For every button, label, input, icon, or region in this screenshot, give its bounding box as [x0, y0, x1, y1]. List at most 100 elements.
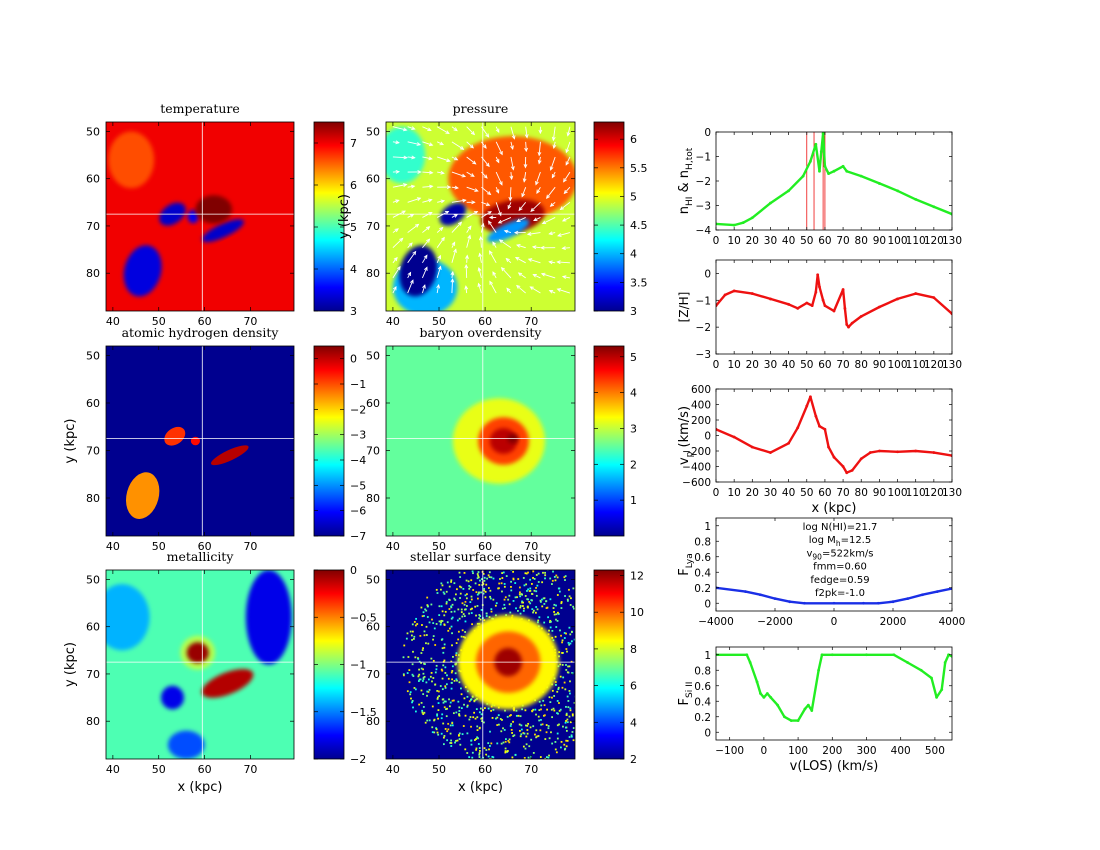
velocity-profile-series-line	[716, 395, 952, 474]
nhi-profile-xtick-label: 10	[727, 235, 740, 247]
velocity-profile-data-point	[814, 414, 818, 418]
nhi-profile-data-point	[750, 216, 754, 220]
nhi-profile-ytick-label: −1	[696, 152, 711, 164]
temperature-region-4	[195, 195, 233, 224]
metallicity-profile-data-point	[859, 315, 863, 318]
metallicity-profile-data-point	[877, 305, 881, 309]
siii-flux-ytick-label: 0.8	[694, 665, 711, 677]
lya-flux-series-line	[716, 586, 952, 605]
atomic-hydrogen-density-ytick-label: 60	[86, 397, 100, 410]
metallicity-panel: 40 50 60 70 50 60 70 80 metallicity x (kpc) y (kpc…	[63, 549, 377, 795]
metallicity-profile-data-point	[832, 309, 836, 313]
siii-flux-data-point	[940, 688, 944, 692]
velocity-profile-xtick-label: 70	[836, 487, 849, 499]
temperature-region-3	[201, 219, 244, 243]
lya-flux-ylabel: FLya	[677, 553, 695, 576]
metallicity-profile-xtick-label: 130	[942, 359, 962, 371]
nhi-profile-data-point	[896, 189, 899, 193]
stellar-surface-density-ytick-label: 50	[366, 573, 380, 586]
metallicity-region-0	[106, 584, 150, 651]
siii-flux-ytick-label: 0	[704, 727, 711, 739]
velocity-profile-data-point	[877, 449, 881, 453]
velocity-profile-xtick-label: 10	[727, 487, 740, 499]
nhi-profile-data-point	[814, 142, 818, 146]
velocity-profile-data-point	[818, 424, 821, 428]
baryon-overdensity-xtick-label: 60	[478, 540, 492, 553]
temperature-colorbar-tick-label: 5	[350, 221, 357, 234]
metallicity-profile-xtick-label: 70	[836, 359, 849, 371]
temperature-xtick-label: 70	[243, 315, 257, 328]
nhi-profile-xtick-label: 50	[800, 235, 813, 247]
siii-flux-data-point	[748, 661, 752, 664]
baryon-overdensity-ytick-label: 70	[366, 445, 380, 458]
siii-flux-data-point	[765, 692, 769, 695]
lya-flux-data-point	[758, 593, 762, 597]
velocity-profile-xtick-label: 130	[942, 487, 962, 499]
velocity-profile-data-point	[823, 427, 827, 431]
lya-flux-ytick-label: 0.4	[694, 567, 711, 579]
velocity-profile-xtick-label: 80	[855, 487, 868, 499]
siii-flux-data-point	[759, 692, 762, 695]
temperature-frame	[105, 121, 295, 312]
metallicity-profile-frame	[715, 259, 953, 355]
velocity-profile-data-point	[732, 435, 736, 439]
metallicity-xtick-label: 60	[198, 763, 212, 776]
atomic-hydrogen-density-region-2	[190, 436, 200, 446]
siii-flux-data-point	[769, 695, 773, 699]
lya-flux-data-point	[891, 600, 895, 604]
lya-flux-data-point	[921, 593, 924, 597]
metallicity-profile-data-point	[845, 323, 849, 326]
temperature-colorbar-tick-label: 6	[350, 179, 357, 192]
siii-flux-xtick-label: −100	[715, 745, 744, 757]
stellar-surface-density-colorbar-tick-label: 8	[630, 643, 637, 656]
velocity-profile-xtick-label: 40	[782, 487, 795, 499]
metallicity-profile-data-point	[814, 290, 818, 294]
velocity-profile-data-point	[850, 468, 854, 472]
pressure-colorbar-tick-label: 5.5	[630, 162, 648, 175]
metallicity-profile-data-point	[818, 285, 821, 289]
stellar-surface-density-ytick-label: 80	[366, 715, 380, 728]
nhi-profile-data-point	[827, 172, 830, 176]
metallicity-colorbar-tick-label: 0	[350, 564, 357, 577]
atomic-hydrogen-density-region-1	[164, 426, 186, 446]
baryon-overdensity-ytick-label: 80	[366, 492, 380, 505]
nhi-profile-data-point	[769, 201, 772, 205]
nhi-profile-xtick-label: 110	[906, 235, 926, 247]
metallicity-profile-xtick-label: 100	[888, 359, 908, 371]
siii-flux-data-point	[755, 680, 759, 684]
baryon-overdensity-image	[386, 346, 575, 536]
velocity-profile-data-point	[769, 451, 772, 454]
metallicity-profile-ytick-label: 0	[704, 268, 711, 280]
pressure-colorbar-tick-label: 3	[630, 305, 637, 318]
baryon-overdensity-ytick-label: 60	[366, 397, 380, 410]
metallicity-profile-xtick-label: 120	[924, 359, 944, 371]
nhi-profile-frame	[715, 131, 953, 231]
temperature-title: temperature	[160, 101, 240, 116]
stellar-surface-density-colorbar-tick-label: 10	[630, 606, 644, 619]
lya-flux-xtick-label: −4000	[698, 616, 734, 628]
baryon-overdensity-xtick-label: 40	[386, 540, 400, 553]
velocity-profile-ylabel: vp (km/s)	[677, 406, 695, 465]
nhi-profile-xtick-label: 30	[764, 235, 777, 247]
metallicity-colorbar-tick-label: −0.5	[350, 611, 377, 624]
stellar-surface-density-colorbar-tick-label: 4	[630, 716, 637, 729]
temperature-ytick-label: 70	[86, 220, 100, 233]
metallicity-profile-data-point	[732, 289, 736, 293]
nhi-profile-xtick-label: 70	[836, 235, 849, 247]
nhi-profile-data-point	[877, 182, 881, 185]
velocity-profile-data-point	[832, 455, 836, 459]
siii-flux-data-point	[806, 703, 810, 707]
siii-flux-data-point	[745, 653, 749, 657]
atomic-hydrogen-density-region-3	[210, 445, 249, 466]
metallicity-profile-ytick-label: −2	[696, 322, 711, 334]
nhi-profile-xtick-label: 90	[873, 235, 886, 247]
temperature-xtick-label: 50	[152, 315, 166, 328]
siii-flux-data-point	[919, 668, 923, 672]
metallicity-profile-ytick-label: −1	[696, 295, 711, 307]
baryon-overdensity-colorbar-tick-label: 2	[630, 458, 637, 471]
atomic-hydrogen-density-ytick-label: 70	[86, 445, 100, 458]
atomic-hydrogen-density-colorbar-tick-label: −1	[350, 378, 366, 391]
metallicity-profile-data-point	[821, 298, 825, 302]
